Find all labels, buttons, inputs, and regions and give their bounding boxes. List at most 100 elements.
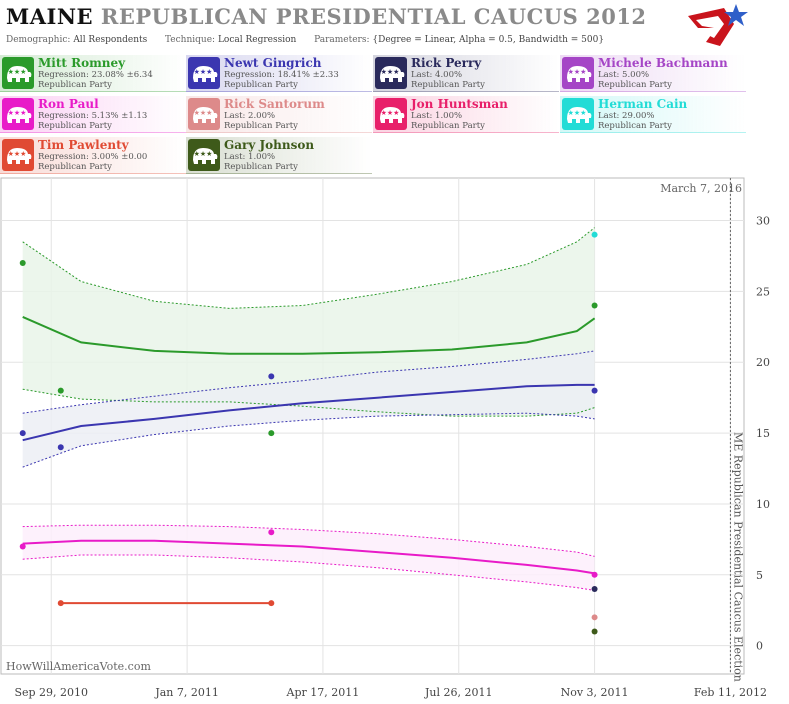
candidate-name: Rick Perry — [411, 56, 482, 70]
candidate-stat: Last: 1.00% — [411, 111, 463, 121]
data-point — [268, 600, 275, 607]
candidate-stat: Last: 2.00% — [224, 111, 276, 121]
candidate-party: Republican Party — [224, 121, 298, 131]
candidate-stat: Regression: 3.00% ±0.00 — [38, 152, 148, 162]
band-upper-line — [22, 227, 595, 309]
elephant-icon: ★★★ — [188, 139, 220, 171]
candidate-entry: ★★★ Ron Paul Regression: 5.13% ±1.13 Republ… — [0, 96, 186, 133]
candidate-name: Jon Huntsman — [411, 97, 508, 111]
svg-text:★★★: ★★★ — [381, 109, 400, 117]
parameters-label: Parameters: — [314, 35, 370, 45]
date-note: March 7, 2016 — [660, 182, 742, 195]
watermark: HowWillAmericaVote.com — [6, 660, 151, 673]
data-point — [591, 302, 598, 309]
candidate-stat: Regression: 5.13% ±1.13 — [38, 111, 148, 121]
elephant-icon: ★★★ — [562, 57, 594, 89]
data-point — [591, 231, 598, 238]
data-point — [268, 529, 275, 536]
candidate-name: Herman Cain — [598, 97, 688, 111]
candidate-name: Mitt Romney — [38, 56, 126, 70]
x-tick-label: Jan 7, 2011 — [154, 686, 219, 699]
demographic-label: Demographic: — [6, 35, 71, 45]
band-upper-line — [22, 350, 595, 414]
candidate-party: Republican Party — [38, 121, 112, 131]
data-point — [591, 614, 598, 621]
candidate-party: Republican Party — [38, 162, 112, 172]
band-lower-line — [22, 554, 595, 591]
y-tick-label: 15 — [756, 427, 770, 440]
y-tick-label: 5 — [756, 569, 763, 582]
candidate-stat: Regression: 23.08% ±6.34 — [38, 70, 153, 80]
svg-text:★★★: ★★★ — [194, 109, 213, 117]
regression-line — [22, 383, 595, 442]
candidate-legend: ★★★ Mitt Romney Regression: 23.08% ±6.34 Re… — [0, 55, 789, 175]
data-point — [19, 543, 26, 550]
candidate-entry: ★★★ Herman Cain Last: 29.00% Republican Par… — [560, 96, 746, 133]
elephant-icon: ★★★ — [2, 98, 34, 130]
svg-text:★★★: ★★★ — [194, 68, 213, 76]
data-point — [57, 444, 64, 451]
candidate-name: Michele Bachmann — [598, 56, 728, 70]
candidate-party: Republican Party — [224, 80, 298, 90]
demographic-value: All Respondents — [73, 35, 148, 45]
svg-text:★★★: ★★★ — [381, 68, 400, 76]
parameters-line: Demographic: All Respondents Technique: … — [6, 35, 604, 45]
candidate-entry: ★★★ Tim Pawlenty Regression: 3.00% ±0.00 Re… — [0, 137, 186, 174]
data-point — [591, 585, 598, 592]
candidate-name: Rick Santorum — [224, 97, 325, 111]
technique-label: Technique: — [165, 35, 216, 45]
site-logo — [688, 4, 748, 46]
elephant-icon: ★★★ — [2, 139, 34, 171]
elephant-icon: ★★★ — [188, 98, 220, 130]
candidate-name: Tim Pawlenty — [38, 138, 129, 152]
candidate-party: Republican Party — [598, 80, 672, 90]
candidate-name: Ron Paul — [38, 97, 99, 111]
x-tick-label: Apr 17, 2011 — [286, 686, 360, 699]
data-point — [57, 387, 64, 394]
x-tick-label: Jul 26, 2011 — [424, 686, 493, 699]
title-state: MAINE — [6, 4, 94, 29]
data-point — [268, 430, 275, 437]
candidate-entry: ★★★ Newt Gingrich Regression: 18.41% ±2.33… — [186, 55, 372, 92]
y-tick-label: 20 — [756, 356, 770, 369]
elephant-icon: ★★★ — [375, 57, 407, 89]
candidate-stat: Last: 5.00% — [598, 70, 650, 80]
title-rest: REPUBLICAN PRESIDENTIAL CAUCUS 2012 — [100, 4, 647, 29]
elephant-icon: ★★★ — [562, 98, 594, 130]
candidate-entry: ★★★ Mitt Romney Regression: 23.08% ±6.34 Re… — [0, 55, 186, 92]
candidate-party: Republican Party — [224, 162, 298, 172]
y-tick-label: 25 — [756, 285, 770, 298]
data-point — [19, 260, 26, 267]
parameters-value: {Degree = Linear, Alpha = 0.5, Bandwidth… — [372, 35, 605, 45]
candidate-party: Republican Party — [598, 121, 672, 131]
svg-text:★★★: ★★★ — [568, 68, 587, 76]
candidate-stat: Last: 1.00% — [224, 152, 276, 162]
data-point — [591, 387, 598, 394]
svg-text:★★★: ★★★ — [8, 109, 27, 117]
data-point — [57, 600, 64, 607]
regression-line — [22, 315, 596, 355]
elephant-icon: ★★★ — [188, 57, 220, 89]
svg-text:★★★: ★★★ — [8, 150, 27, 158]
y-tick-label: 10 — [756, 498, 770, 511]
elephant-icon: ★★★ — [2, 57, 34, 89]
x-tick-label: Feb 11, 2012 — [694, 686, 767, 699]
confidence-band — [22, 350, 595, 468]
svg-text:★★★: ★★★ — [8, 68, 27, 76]
candidate-entry: ★★★ Rick Santorum Last: 2.00% Republican Pa… — [186, 96, 372, 133]
svg-text:★★★: ★★★ — [568, 109, 587, 117]
candidate-name: Newt Gingrich — [224, 56, 322, 70]
candidate-party: Republican Party — [411, 80, 485, 90]
data-point — [591, 628, 598, 635]
band-upper-line — [22, 524, 595, 557]
candidate-party: Republican Party — [411, 121, 485, 131]
svg-text:★★★: ★★★ — [194, 150, 213, 158]
candidate-entry: ★★★ Rick Perry Last: 4.00% Republican Party — [373, 55, 559, 92]
election-label: ME Republican Presidential Caucus Electi… — [731, 432, 744, 682]
x-tick-label: Nov 3, 2011 — [561, 686, 629, 699]
candidate-stat: Last: 29.00% — [598, 111, 655, 121]
y-tick-label: 30 — [756, 215, 770, 228]
data-point — [268, 373, 275, 380]
poll-chart: ME Republican Presidential Caucus Electi… — [0, 177, 770, 699]
page-title: MAINE REPUBLICAN PRESIDENTIAL CAUCUS 201… — [6, 4, 647, 29]
